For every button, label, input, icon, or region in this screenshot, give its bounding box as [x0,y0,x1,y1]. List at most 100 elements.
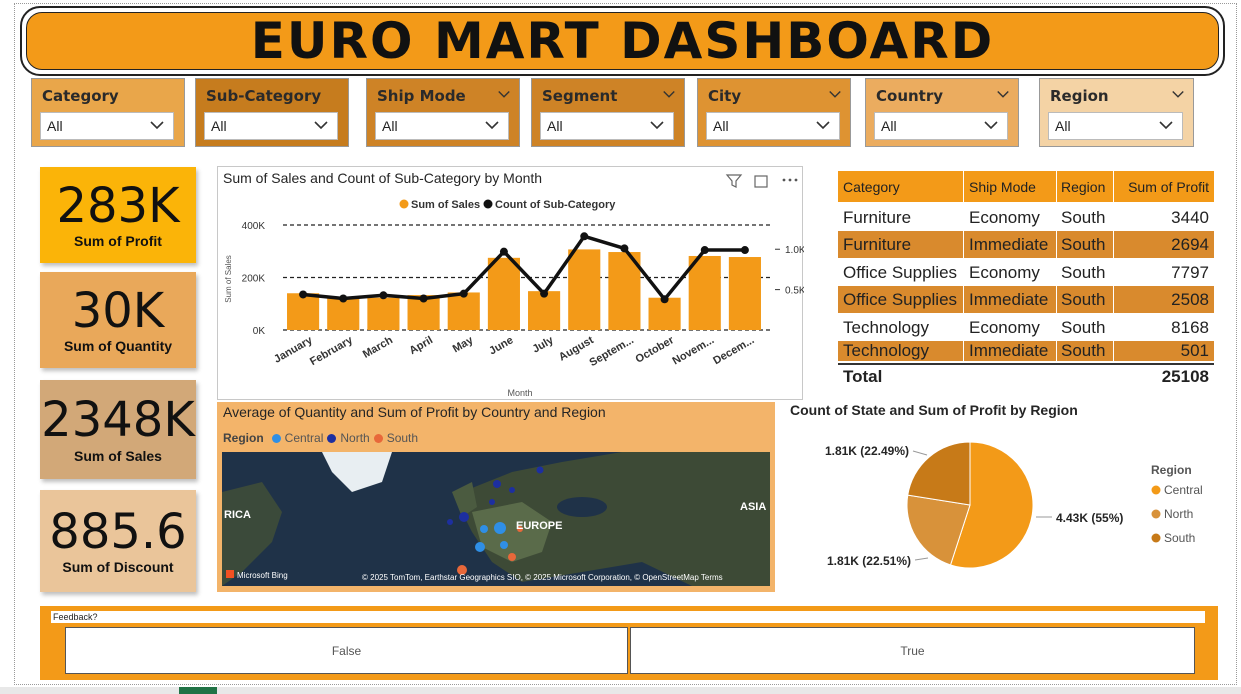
slicer-sub-category[interactable]: Sub-Category All [195,78,349,147]
col-header-category[interactable]: Category [838,171,964,202]
table-cell: Immediate [964,231,1057,258]
col-header-ship-mode[interactable]: Ship Mode [964,171,1057,202]
bar-decem[interactable] [728,257,761,330]
line-point-january[interactable] [299,290,308,299]
active-page-tab[interactable] [179,687,217,694]
slicer-dropdown[interactable]: All [204,112,338,140]
bar-novem[interactable] [688,255,721,330]
line-point-august[interactable] [580,232,589,241]
map-legend: Region Central North South [223,431,418,445]
chevron-down-icon[interactable] [828,87,842,99]
table-row[interactable]: Office Supplies Economy South 7797 [838,259,1214,286]
col-header-region[interactable]: Region [1057,171,1114,202]
pie-slice-north[interactable] [906,494,971,566]
line-point-october[interactable] [660,295,669,304]
pie-legend-label-central[interactable]: Central [1164,483,1203,497]
table-row[interactable]: Office Supplies Immediate South 2508 [838,286,1214,313]
bar-february[interactable] [327,297,360,330]
more-options-icon[interactable] [794,178,798,182]
chevron-down-icon[interactable] [1171,87,1185,99]
feedback-true-button[interactable]: True [630,627,1195,674]
focus-mode-icon[interactable] [754,175,768,188]
pie-slice-central[interactable] [949,441,1034,569]
slicer-dropdown[interactable]: All [375,112,509,140]
map-point[interactable] [459,512,469,522]
pie-slice-south[interactable] [907,441,971,506]
table-cell: Office Supplies [838,286,964,313]
landmass-greenland [322,452,392,492]
table-row[interactable]: Technology Economy South 8168 [838,314,1214,341]
map-point[interactable] [480,525,488,533]
map-attribution[interactable]: © 2025 TomTom, Earthstar Geographics SIO… [362,573,723,582]
pie-legend-title: Region [1151,463,1192,477]
y-axis-title: Sum of Sales [224,255,233,303]
table-row[interactable]: Technology Immediate South 501 [838,341,1214,361]
filter-icon[interactable] [725,174,743,188]
map-point[interactable] [457,565,467,575]
slicer-segment[interactable]: Segment All [531,78,685,147]
line-point-novem[interactable] [700,246,709,255]
feedback-false-button[interactable]: False [65,627,628,674]
slicer-city[interactable]: City All [697,78,851,147]
line-point-july[interactable] [540,289,549,298]
line-point-february[interactable] [339,294,348,303]
slicer-dropdown[interactable]: All [540,112,674,140]
chevron-down-icon[interactable] [497,87,511,99]
pie-legend-label-south[interactable]: South [1164,531,1195,545]
bar-may[interactable] [447,292,480,330]
line-point-june[interactable] [499,247,508,256]
map-point[interactable] [517,526,523,532]
line-point-april[interactable] [419,294,428,303]
total-empty-2 [1057,365,1114,389]
sea-inland [557,497,607,517]
kpi-card-sum-of-profit: 283K Sum of Profit [40,167,196,263]
bar-june[interactable] [487,257,520,330]
pie-legend-marker-central [1151,485,1161,495]
line-point-march[interactable] [379,291,388,300]
line-point-septem[interactable] [620,244,629,253]
map-point[interactable] [494,522,506,534]
more-options-icon[interactable] [782,178,786,182]
region-pie-chart[interactable]: 4.43K (55%) 1.81K (22.51%) 1.81K (22.49%) R… [795,425,1235,605]
map-point[interactable] [509,487,515,493]
chevron-down-icon[interactable] [996,87,1010,99]
slicer-dropdown[interactable]: All [40,112,174,140]
chevron-down-icon [313,118,329,132]
bar-august[interactable] [568,249,601,330]
map-canvas[interactable]: EUROPE ASIA RICA Microsoft Bing © 2025 T… [222,452,770,586]
kpi-label: Sum of Sales [74,447,162,464]
slicer-ship-mode[interactable]: Ship Mode All [366,78,520,147]
slicer-dropdown[interactable]: All [706,112,840,140]
more-options-icon[interactable] [788,178,792,182]
map-point[interactable] [447,519,453,525]
col-header-sum-of-profit[interactable]: Sum of Profit [1128,178,1209,195]
map-point[interactable] [475,542,485,552]
map-point[interactable] [493,480,501,488]
map-point[interactable] [508,553,516,561]
pie-legend-label-north[interactable]: North [1164,507,1193,521]
profit-table[interactable]: Category Ship Mode Region Sum of Profit … [838,171,1214,389]
map-point[interactable] [489,499,495,505]
bar-january[interactable] [287,293,320,330]
bar-march[interactable] [367,297,400,330]
slicer-country[interactable]: Country All [865,78,1019,147]
slicer-region[interactable]: Region All [1039,78,1194,147]
map-point[interactable] [536,466,544,474]
bar-septem[interactable] [608,252,641,330]
table-total-row: Total 25108 [838,363,1214,389]
slicer-dropdown[interactable]: All [874,112,1008,140]
chevron-down-icon[interactable] [662,87,676,99]
table-row[interactable]: Furniture Immediate South 2694 [838,231,1214,258]
line-point-decem[interactable] [740,246,749,255]
landmass-britain [452,482,477,517]
table-row[interactable]: Furniture Economy South 3440 [838,204,1214,231]
country-region-map-visual[interactable]: Average of Quantity and Sum of Profit by… [217,402,775,592]
line-point-may[interactable] [459,289,468,298]
table-cell: Immediate [964,286,1057,313]
slicer-dropdown[interactable]: All [1048,112,1183,140]
sales-by-month-chart[interactable]: Sum of Sales and Count of Sub-Category b… [217,166,804,400]
slicer-category[interactable]: Category All [31,78,185,147]
map-point[interactable] [500,541,508,549]
x-tick-label: June [487,334,515,357]
kpi-label: Sum of Profit [74,233,162,250]
